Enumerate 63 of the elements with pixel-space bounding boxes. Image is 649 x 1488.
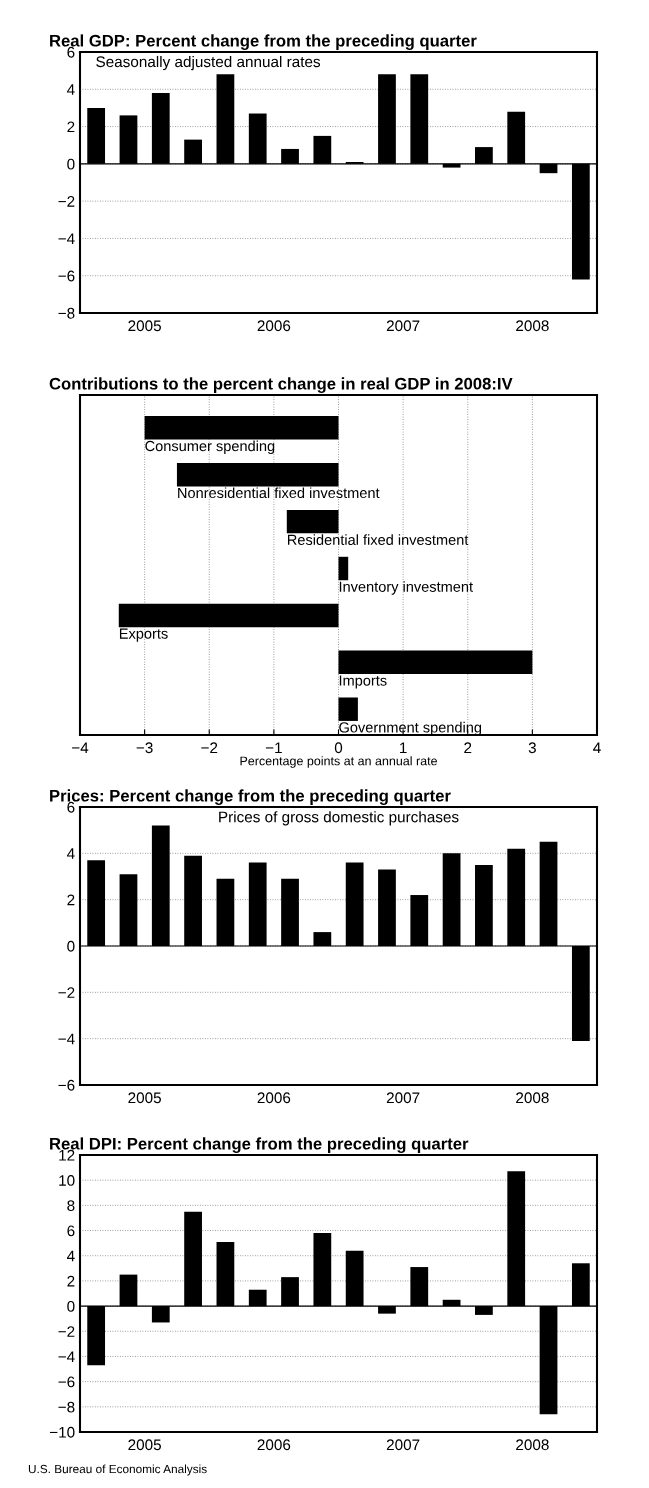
text: U.S. Bureau of Economic Analysis [28, 1464, 207, 1476]
x-tick-label: 2007 [386, 1439, 420, 1451]
y-tick-label: 0 [67, 940, 75, 952]
y-tick-label: −8 [58, 307, 75, 319]
x-tick-label: 2007 [386, 1092, 420, 1104]
y-tick-label: −2 [58, 987, 75, 998]
x-tick-label: 2007 [386, 320, 420, 332]
y-tick-label: 4 [66, 84, 75, 95]
x-tick-label: 1 [400, 742, 407, 754]
bar [118, 603, 339, 628]
bar [144, 416, 339, 440]
annotation: Prices of gross domestic purchases [219, 811, 459, 826]
y-tick-label: −8 [58, 1401, 75, 1413]
category-label: Government spending [339, 721, 482, 736]
category-label: Imports [339, 675, 387, 689]
x-tick-label: 4 [593, 742, 601, 754]
category-label: Consumer spending [145, 440, 275, 455]
x-tick-label: 2008 [516, 1092, 549, 1104]
y-tick-label: 0 [67, 158, 75, 170]
y-tick-label: −6 [58, 1376, 75, 1388]
bar [338, 697, 358, 721]
y-tick-label: 4 [66, 848, 75, 859]
y-tick-label: 6 [67, 1225, 75, 1237]
y-tick-label: −4 [58, 1351, 75, 1362]
y-tick-label: 8 [67, 1200, 75, 1212]
x-tick-label: −2 [201, 742, 218, 754]
x-tick-label: 2006 [257, 320, 291, 332]
bar [338, 556, 349, 581]
y-tick-label: 2 [67, 121, 75, 133]
x-axis-title: Percentage points at an annual rate [240, 756, 437, 768]
x-tick-label: 2008 [516, 1439, 549, 1451]
y-tick-label: −4 [58, 233, 75, 244]
bar [338, 650, 533, 675]
category-label: Nonresidential fixed investment [178, 487, 380, 499]
x-tick-label: 2006 [257, 1439, 291, 1451]
x-tick-label: 2005 [128, 1439, 161, 1451]
x-tick-label: −1 [265, 742, 282, 754]
y-tick-label: −2 [58, 1326, 75, 1337]
category-label: Residential fixed investment [288, 534, 469, 545]
x-tick-label: 2 [464, 742, 472, 754]
y-tick-label: 10 [59, 1175, 75, 1186]
x-tick-label: 2005 [128, 320, 161, 332]
y-tick-label: −6 [58, 270, 75, 282]
y-tick-label: −10 [49, 1426, 75, 1438]
y-tick-label: 0 [67, 1300, 75, 1312]
y-tick-label: 4 [66, 1250, 75, 1262]
x-tick-label: 2006 [257, 1092, 291, 1104]
category-label: Exports [119, 628, 168, 642]
y-tick-label: −2 [58, 196, 75, 207]
x-tick-label: 3 [528, 742, 536, 754]
x-tick-label: 2008 [516, 320, 549, 332]
y-tick-label: −4 [58, 1033, 75, 1045]
x-tick-label: −3 [136, 742, 153, 754]
y-tick-label: 2 [67, 894, 75, 906]
annotation: Seasonally adjusted annual rates [96, 55, 321, 71]
y-tick-label: −6 [58, 1079, 75, 1091]
x-tick-label: 0 [334, 742, 343, 754]
bar [286, 509, 339, 534]
category-label: Inventory investment [339, 581, 473, 595]
chart-title: Contributions to the percent change in real GDP in 2008:IV [49, 377, 513, 393]
x-tick-label: 2005 [128, 1092, 161, 1104]
y-tick-label: 2 [67, 1275, 75, 1287]
bar [176, 463, 339, 487]
